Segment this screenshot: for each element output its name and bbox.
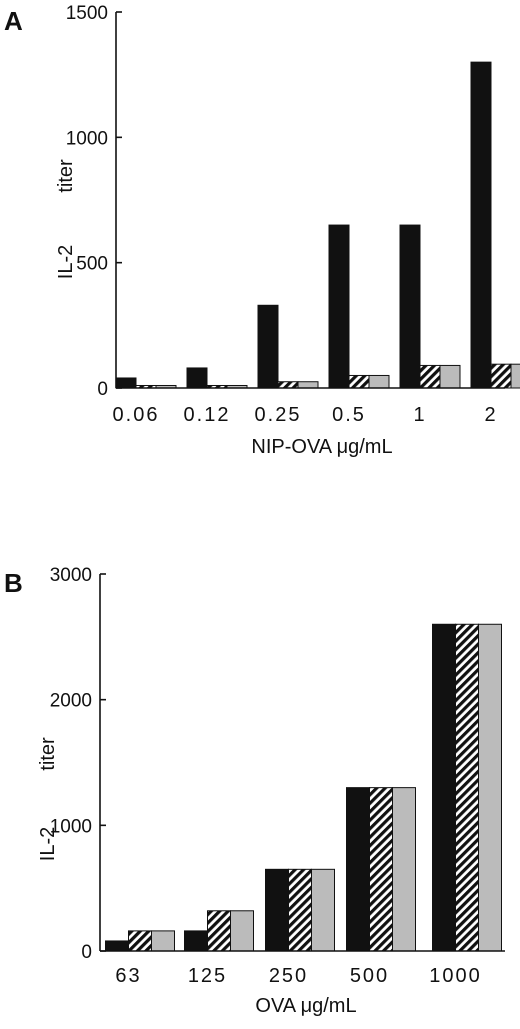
panel-b-ylabel-right: titer <box>37 737 59 771</box>
panel-b-category-label: 63 <box>115 965 141 987</box>
panel-a-bar-gray-4 <box>439 364 461 389</box>
panel-b-bar-hatched-3 <box>369 787 393 952</box>
panel-a-category-label: 1 <box>413 404 426 426</box>
panel-a-y-tick-label: 0 <box>97 379 108 400</box>
panel-a-bar-hatched-4 <box>419 364 441 389</box>
panel-b-y-tick-label: 3000 <box>50 565 92 586</box>
panel-b-y-tick-label: 0 <box>81 942 92 963</box>
panel-b-y-tick-label: 2000 <box>50 691 92 712</box>
panel-a-y-tick-label: 500 <box>76 254 108 275</box>
panel-b-category-label: 500 <box>350 965 389 987</box>
panel-a-category-label: 0.5 <box>332 404 366 426</box>
panel-b-label: B <box>4 568 23 598</box>
panel-a-bar-hatched-2 <box>277 381 299 389</box>
panel-a-bar-solid-3 <box>328 224 350 389</box>
panel-b-bar-solid-2 <box>265 868 289 952</box>
panel-b-bar-hatched-4 <box>455 623 479 952</box>
panel-b-bar-gray-4 <box>478 623 502 952</box>
panel-a-bar-gray-2 <box>297 381 319 389</box>
panel-b-y-tick-label: 1000 <box>50 816 92 837</box>
panel-b-category-label: 125 <box>188 965 227 987</box>
panel-a-y-axis-title: IL-2 titer <box>55 159 77 279</box>
panel-a-category-label: 2 <box>484 404 497 426</box>
panel-a-ylabel-right: titer <box>55 159 77 193</box>
panel-b-bar-hatched-1 <box>207 910 231 952</box>
panel-b-bar-solid-3 <box>346 787 370 952</box>
panel-a-bar-solid-1 <box>186 367 208 389</box>
panel-b-bar-solid-4 <box>432 623 456 952</box>
panel-a-plot: 0 500 1000 1500 0.06 0.12 0.25 0.5 1 2 <box>66 3 520 426</box>
panel-b-bar-gray-0 <box>151 930 175 952</box>
panel-b: B IL-2 titer 0 1000 2000 3000 63 125 250 500 100… <box>4 565 505 1017</box>
panel-a-bar-hatched-3 <box>348 374 370 389</box>
panel-a-bar-gray-5 <box>510 363 520 389</box>
panel-a-xlabel: NIP-OVA μg/mL <box>251 436 392 458</box>
panel-b-ylabel-left: IL-2 <box>37 827 59 861</box>
panel-a-ylabel-left: IL-2 <box>55 245 77 279</box>
panel-a-category-label: 0.12 <box>184 404 231 426</box>
panel-b-bar-hatched-0 <box>128 930 152 952</box>
panel-a-y-tick-label: 1500 <box>66 3 108 24</box>
panel-b-category-label: 1000 <box>429 965 482 987</box>
panel-a-bar-hatched-5 <box>490 363 512 389</box>
panel-a-bar-solid-4 <box>399 224 421 389</box>
panel-a-bar-solid-5 <box>470 61 492 389</box>
panel-b-plot: 0 1000 2000 3000 63 125 250 500 1000 <box>50 565 505 987</box>
panel-a-label: A <box>4 6 23 36</box>
panel-a: A IL-2 titer 0 500 1000 1500 0.06 0.12 0.25 0.5… <box>4 3 520 458</box>
panel-b-y-axis-title: IL-2 titer <box>37 737 59 861</box>
panel-b-category-label: 250 <box>269 965 308 987</box>
panel-a-category-label: 0.06 <box>113 404 160 426</box>
panel-b-bar-gray-1 <box>230 910 254 952</box>
panel-b-bar-solid-1 <box>184 930 208 952</box>
panel-a-bar-solid-0 <box>115 377 137 389</box>
panel-a-category-label: 0.25 <box>255 404 302 426</box>
panel-b-bar-gray-2 <box>311 868 335 952</box>
panel-a-bar-solid-2 <box>257 304 279 389</box>
panel-a-y-tick-label: 1000 <box>66 128 108 149</box>
panel-a-bar-gray-3 <box>368 374 390 389</box>
panel-b-bar-gray-3 <box>392 787 416 952</box>
panel-b-bar-hatched-2 <box>288 868 312 952</box>
panel-b-xlabel: OVA μg/mL <box>255 995 356 1017</box>
panel-b-bar-solid-0 <box>105 940 129 952</box>
